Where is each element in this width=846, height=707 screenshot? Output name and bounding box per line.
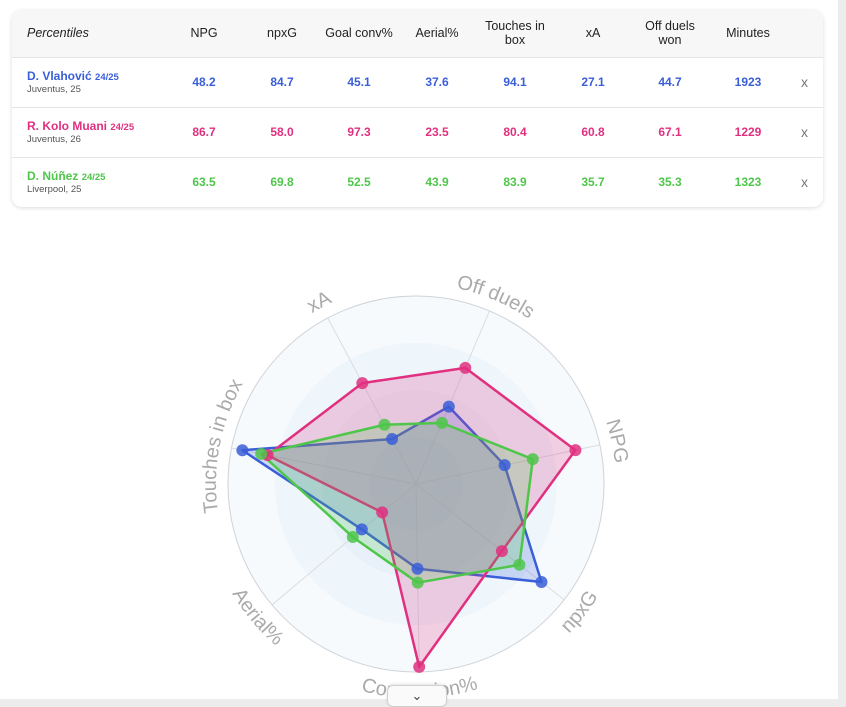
value-minutes: 1229: [734, 125, 762, 139]
radar-data-point[interactable]: [435, 416, 448, 429]
value-off-duels-won: 35.3: [658, 175, 682, 190]
player-season: 24/25: [110, 122, 135, 133]
collapse-handle[interactable]: ⌄: [387, 685, 447, 707]
value-off-duels-won: 44.7: [658, 75, 682, 89]
player-cell: D. Núñez 24/25 Liverpool, 25: [12, 157, 162, 207]
header-aerial[interactable]: Aerial%: [415, 26, 459, 41]
comparison-table-card: Percentiles NPG npxG Goal conv% Aerial% …: [12, 10, 823, 207]
value-aerial: 43.9: [425, 175, 449, 190]
player-name[interactable]: R. Kolo Muani: [27, 119, 107, 133]
value-minutes: 1923: [734, 75, 762, 89]
value-touches-in-box: 80.4: [503, 125, 527, 139]
player-club: Juventus, 25: [27, 84, 81, 95]
player-name[interactable]: D. Núñez: [27, 169, 79, 184]
header-off-duels-won[interactable]: Off duels won: [645, 19, 695, 48]
radar-data-point[interactable]: [411, 576, 424, 589]
player-cell: D. Vlahović 24/25 Juventus, 25: [12, 57, 162, 107]
table-row: D. Vlahović 24/25 Juventus, 25 48.2 84.7…: [12, 57, 823, 107]
radar-data-point[interactable]: [498, 459, 511, 472]
value-goal-conv: 45.1: [347, 75, 371, 89]
player-season: 24/25: [81, 172, 106, 184]
radar-data-point[interactable]: [346, 531, 359, 544]
value-touches-in-box: 94.1: [503, 75, 527, 89]
value-npg: 63.5: [192, 175, 216, 190]
value-xa: 27.1: [581, 75, 605, 89]
radar-data-point[interactable]: [569, 444, 582, 457]
player-club: Liverpool, 25: [27, 184, 82, 196]
header-goal-conv[interactable]: Goal conv%: [325, 26, 393, 41]
value-xa: 35.7: [581, 175, 605, 190]
value-aerial: 23.5: [425, 125, 449, 139]
header-xa[interactable]: xA: [585, 26, 601, 41]
value-npg: 86.7: [192, 125, 216, 139]
radar-chart: NPGnpxGConversion%Aerial%Touches in boxx…: [199, 271, 632, 703]
radar-data-point[interactable]: [459, 361, 472, 374]
radar-data-point[interactable]: [413, 660, 426, 673]
radar-series-area: [259, 421, 535, 584]
table-row: D. Núñez 24/25 Liverpool, 25 63.5 69.8 5…: [12, 157, 823, 207]
value-npxg: 84.7: [270, 75, 294, 89]
header-npxg[interactable]: npxG: [267, 26, 297, 41]
radar-axis-line: [327, 317, 417, 485]
radar-chart-container: NPGnpxGConversion%Aerial%Touches in boxx…: [199, 271, 632, 703]
value-goal-conv: 52.5: [347, 175, 371, 190]
value-npxg: 58.0: [270, 125, 294, 139]
radar-data-point[interactable]: [526, 453, 539, 466]
radar-data-point[interactable]: [495, 545, 508, 558]
radar-data-point[interactable]: [236, 444, 249, 457]
value-off-duels-won: 67.1: [658, 125, 682, 139]
radar-data-point[interactable]: [376, 506, 389, 519]
table-header-row: Percentiles NPG npxG Goal conv% Aerial% …: [12, 10, 823, 57]
header-npg[interactable]: NPG: [190, 26, 218, 41]
header-minutes[interactable]: Minutes: [726, 26, 770, 41]
value-aerial: 37.6: [425, 75, 449, 89]
radar-axis-label: NPG: [601, 417, 632, 465]
player-season: 24/25: [95, 72, 119, 83]
value-npxg: 69.8: [270, 175, 294, 190]
remove-player-button[interactable]: x: [801, 74, 808, 90]
radar-data-point[interactable]: [513, 558, 526, 571]
value-touches-in-box: 83.9: [503, 175, 527, 190]
remove-player-button[interactable]: x: [801, 174, 808, 191]
radar-data-point[interactable]: [356, 377, 369, 390]
radar-data-point[interactable]: [255, 447, 268, 460]
header-touches-in-box[interactable]: Touches in box: [485, 19, 545, 48]
radar-data-point[interactable]: [535, 576, 548, 589]
radar-data-point[interactable]: [411, 562, 424, 575]
scrollbar-track: [838, 0, 846, 699]
radar-axis-label: xA: [303, 287, 335, 318]
radar-axis-line: [271, 483, 417, 606]
player-cell: R. Kolo Muani 24/25 Juventus, 26: [12, 107, 162, 157]
player-name[interactable]: D. Vlahović: [27, 69, 92, 83]
radar-axis-line: [415, 310, 490, 485]
comparison-table: Percentiles NPG npxG Goal conv% Aerial% …: [12, 10, 823, 207]
value-npg: 48.2: [192, 75, 216, 89]
chevron-down-icon: ⌄: [411, 688, 423, 703]
remove-player-button[interactable]: x: [801, 124, 808, 140]
player-club: Juventus, 26: [27, 134, 81, 145]
value-minutes: 1323: [734, 175, 762, 190]
table-row: R. Kolo Muani 24/25 Juventus, 26 86.7 58…: [12, 107, 823, 157]
radar-data-point[interactable]: [386, 433, 399, 446]
value-goal-conv: 97.3: [347, 125, 371, 139]
value-xa: 60.8: [581, 125, 605, 139]
radar-data-point[interactable]: [378, 418, 391, 431]
radar-data-point[interactable]: [442, 400, 455, 413]
header-percentiles: Percentiles: [27, 26, 89, 41]
radar-data-point[interactable]: [355, 523, 368, 536]
